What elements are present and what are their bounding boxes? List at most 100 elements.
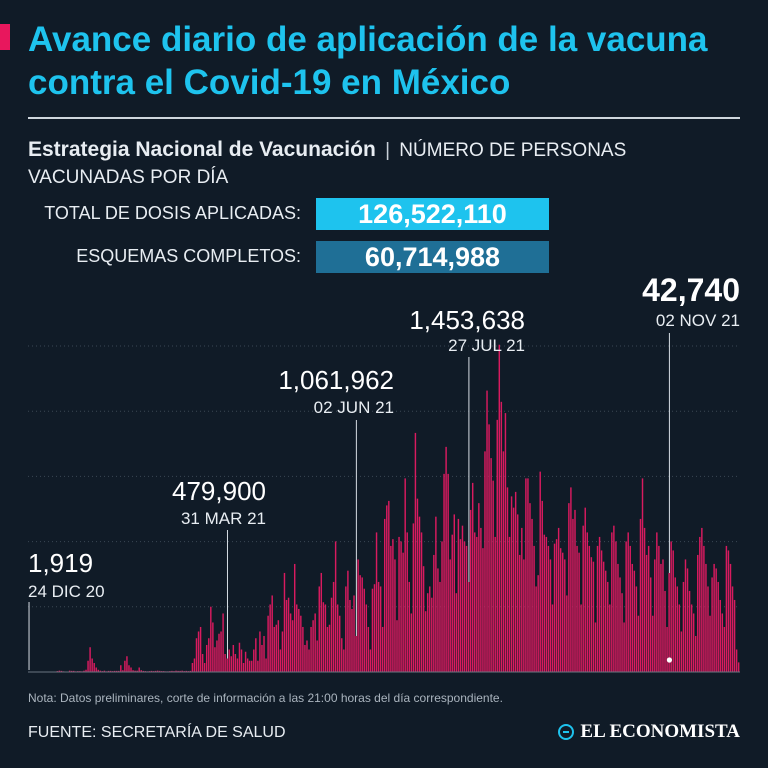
- chart-bar: [398, 536, 400, 672]
- chart-bar: [627, 532, 629, 672]
- chart-bar: [246, 658, 249, 672]
- chart-bar: [715, 568, 717, 672]
- chart-bar: [371, 588, 374, 672]
- annotation-date: 02 JUN 21: [314, 398, 394, 417]
- chart-bar: [85, 669, 87, 672]
- chart-bar: [566, 595, 568, 672]
- chart-bar: [99, 670, 102, 672]
- chart-bar: [191, 662, 194, 672]
- brand-logo: EL ECONOMISTA: [558, 721, 740, 743]
- chart-bar: [224, 653, 226, 672]
- chart-bar: [363, 588, 365, 672]
- chart-bar: [351, 608, 353, 672]
- chart-bar: [649, 577, 652, 672]
- chart-bar: [703, 545, 705, 672]
- annotation-value: 42,740: [642, 272, 740, 308]
- chart-bar: [109, 670, 112, 672]
- chart-bar: [680, 631, 683, 672]
- chart-bar: [265, 658, 267, 672]
- economista-logo-icon: [558, 724, 575, 740]
- chart-bar: [629, 545, 631, 672]
- chart-bar: [406, 532, 408, 672]
- chart-bar: [725, 545, 728, 672]
- chart-bar: [490, 458, 492, 672]
- chart-bar: [240, 649, 243, 672]
- chart-bar: [672, 550, 674, 672]
- chart-bar: [697, 554, 699, 672]
- chart-bar: [361, 577, 363, 672]
- chart-bar: [682, 581, 685, 672]
- chart-bar: [600, 550, 603, 672]
- chart-bar: [124, 660, 126, 672]
- chart-bar: [443, 473, 445, 672]
- chart-bar: [496, 419, 498, 672]
- annotation-date: 24 DIC 20: [28, 582, 105, 601]
- chart-bar: [611, 532, 613, 672]
- chart-bar: [422, 566, 425, 672]
- chart-bar: [375, 532, 378, 672]
- chart-bar: [578, 552, 580, 672]
- chart-bar: [320, 572, 323, 672]
- chart-bar: [206, 644, 208, 672]
- chart-bar: [433, 554, 435, 672]
- chart-bar: [625, 541, 627, 672]
- chart-bar: [373, 584, 376, 672]
- chart-bar: [539, 471, 541, 672]
- footnote: Nota: Datos preliminares, corte de infor…: [28, 691, 503, 705]
- chart-bar: [314, 613, 316, 672]
- chart-bar: [617, 563, 619, 672]
- chart-bar: [365, 604, 368, 672]
- chart-bar: [429, 586, 431, 672]
- chart-bar: [189, 670, 192, 672]
- chart-bar: [557, 527, 560, 672]
- chart-bar: [582, 525, 584, 672]
- source-credit: FUENTE: SECRETARÍA DE SALUD: [28, 724, 286, 741]
- chart-bar: [596, 545, 599, 672]
- chart-bar: [197, 631, 200, 672]
- chart-bar: [488, 424, 490, 672]
- chart-bar: [643, 527, 646, 672]
- chart-bar: [733, 599, 736, 672]
- chart-bar: [138, 667, 140, 672]
- annotation-value: 1,061,962: [278, 365, 394, 395]
- chart-bar: [658, 545, 660, 672]
- chart-bar: [576, 545, 578, 672]
- chart-bar: [343, 649, 345, 672]
- chart-bar: [177, 670, 179, 672]
- chart-bar: [390, 545, 392, 672]
- chart-bar: [332, 581, 335, 672]
- chart-bar: [420, 532, 423, 672]
- chart-bar: [613, 525, 615, 672]
- chart-bar: [707, 586, 709, 672]
- chart-bar: [156, 670, 159, 672]
- chart-bar: [259, 631, 261, 672]
- chart-bar: [195, 638, 198, 672]
- chart-bar: [248, 660, 251, 672]
- chart-bar: [709, 615, 711, 672]
- chart-bar: [551, 604, 554, 672]
- chart-bar: [504, 413, 507, 672]
- chart-bar: [731, 586, 734, 672]
- chart-bar: [668, 572, 670, 672]
- chart-bar: [357, 559, 359, 672]
- chart-bar: [201, 653, 204, 672]
- chart-bar: [480, 527, 482, 672]
- chart-bar: [508, 536, 511, 672]
- chart-bar: [514, 491, 517, 672]
- chart-bar: [713, 563, 715, 672]
- chart-bar: [572, 518, 574, 672]
- total-doses-value: 126,522,110: [316, 198, 549, 230]
- chart-bar: [645, 554, 648, 672]
- chart-bar: [379, 586, 382, 672]
- chart-bar: [58, 670, 61, 672]
- chart-bar: [132, 670, 134, 672]
- chart-bar: [737, 662, 740, 672]
- annotation-value: 1,919: [28, 548, 93, 578]
- chart-bar: [478, 503, 480, 672]
- annotation-value: 479,900: [172, 476, 266, 506]
- chart-bar: [623, 622, 625, 672]
- chart-subtitle: Estrategia Nacional de Vacunación | NÚME…: [28, 136, 748, 191]
- chart-bar: [619, 577, 621, 672]
- chart-bar: [512, 507, 515, 672]
- chart-bar: [369, 649, 372, 672]
